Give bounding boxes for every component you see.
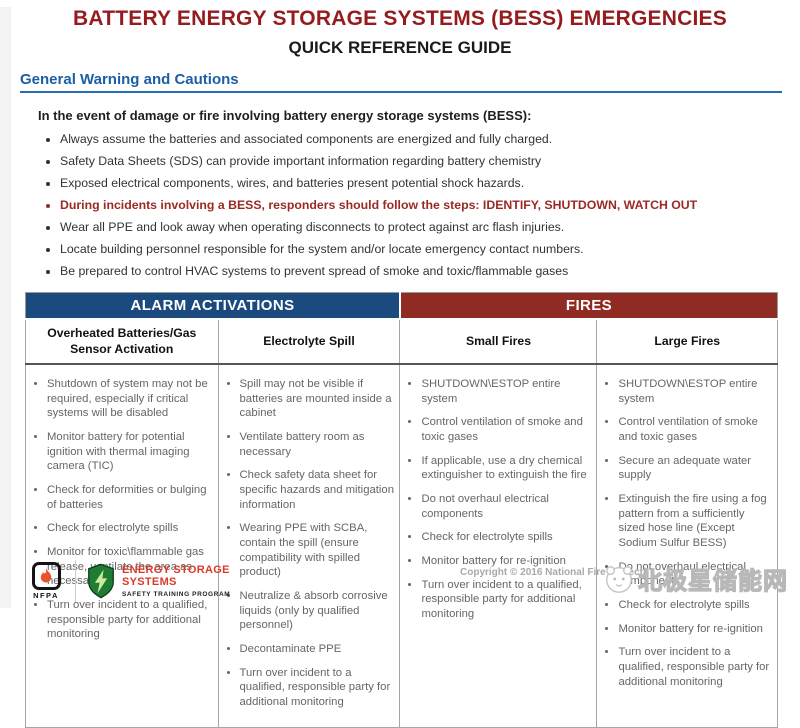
table-column-header: Overheated Batteries/Gas Sensor Activati… [25,319,219,365]
procedure-item: Monitor battery for re-ignition [618,622,772,637]
table-column-header: Small Fires [399,319,598,365]
warning-bullet: Always assume the batteries and associat… [60,132,800,147]
program-title-line1: ENERGY STORAGE [122,563,230,576]
reference-table: ALARM ACTIVATIONS FIRES Overheated Batter… [25,291,778,728]
procedure-item: Control ventilation of smoke and toxic g… [421,415,591,444]
program-subtitle: SAFETY TRAINING PROGRAM [122,591,231,599]
watermark: 北极星储能网 [603,561,788,596]
procedure-item: Turn over incident to a qualified, respo… [421,578,591,622]
procedure-item: Turn over incident to a qualified, respo… [618,645,772,689]
table-column-header: Large Fires [596,319,778,365]
procedure-item: Turn over incident to a qualified, respo… [240,666,395,710]
program-title-line2: SYSTEMS [122,576,177,588]
energy-storage-shield-icon [88,563,114,599]
table-cell: Shutdown of system may not be required, … [25,364,219,728]
procedure-item: If applicable, use a dry chemical exting… [421,454,591,483]
table-group-header: ALARM ACTIVATIONS [25,292,400,320]
page-subtitle: QUICK REFERENCE GUIDE [288,38,512,57]
procedure-item: Decontaminate PPE [240,642,395,657]
table-group-row: ALARM ACTIVATIONS FIRES [25,292,778,320]
section-heading: General Warning and Cautions [20,71,239,88]
procedure-item: Ventilate battery room as necessary [240,430,395,459]
table-cell: SHUTDOWN\ESTOP entire system Control vent… [399,364,598,728]
table-body-row: Shutdown of system may not be required, … [25,364,778,728]
program-title-block: ENERGY STORAGE SYSTEMS SAFETY TRAINING P… [122,564,230,598]
warnings-list: Always assume the batteries and associat… [46,132,800,279]
copyright-left-fragment: Copyright © 2016 National Fire Protecti [460,567,646,578]
procedure-item: Monitor battery for potential ignition w… [47,430,213,474]
warning-bullet: Safety Data Sheets (SDS) can provide imp… [60,154,800,169]
procedure-item: Secure an adequate water supply [618,454,772,483]
nfpa-logo: NFPA [28,562,64,600]
warnings-intro: In the event of damage or fire involving… [38,108,532,123]
nfpa-flame-icon [31,562,61,590]
procedure-item: Do not overhaul electrical components [618,560,772,589]
procedure-item: SHUTDOWN\ESTOP entire system [421,377,591,406]
procedure-item: Neutralize & absorb corrosive liquids (o… [240,589,395,633]
procedure-item: Check for electrolyte spills [618,598,772,613]
copyright-text: Copyright © 2016 National Fire Protecti r… [460,567,756,578]
reference-table-container: ALARM ACTIVATIONS FIRES Overheated Batter… [25,291,778,728]
nfpa-label: NFPA [33,591,59,600]
section-divider [20,91,782,93]
watermark-text: 北极星储能网 [637,567,788,595]
procedure-item: Spill may not be visible if batteries ar… [240,377,395,421]
footer-logos: NFPA ENERGY STORAGE SYSTEMS SAFETY TRAIN… [28,559,230,603]
warning-bullet: Exposed electrical components, wires, an… [60,176,800,191]
warning-bullet: During incidents involving a BESS, respo… [60,198,800,213]
table-group-header: FIRES [398,292,778,320]
procedure-item: Do not overhaul electrical components [421,492,591,521]
page-left-gutter [0,7,11,608]
warning-bullet: Locate building personnel responsible fo… [60,242,800,257]
procedure-item: Turn over incident to a qualified, respo… [47,598,213,642]
procedure-item: Check for deformities or bulging of batt… [47,483,213,512]
procedure-item: Check for electrolyte spills [47,521,213,536]
page-title: BATTERY ENERGY STORAGE SYSTEMS (BESS) EM… [73,7,727,30]
procedure-item: Check safety data sheet for specific haz… [240,468,395,512]
copyright-right-fragment: rg [745,567,756,578]
table-cell: SHUTDOWN\ESTOP entire system Control vent… [596,364,778,728]
table-cell: Spill may not be visible if batteries ar… [217,364,401,728]
table-column-header: Electrolyte Spill [217,319,401,365]
procedure-item: Shutdown of system may not be required, … [47,377,213,421]
watermark-mascot-icon [606,565,632,593]
procedure-item: Extinguish the fire using a fog pattern … [618,492,772,551]
procedure-item: Control ventilation of smoke and toxic g… [618,415,772,444]
warning-bullet: Be prepared to control HVAC systems to p… [60,264,800,279]
procedure-item: Check for electrolyte spills [421,530,591,545]
procedure-item: Monitor battery for re-ignition [421,554,591,569]
footer-divider [75,560,76,602]
procedure-item: Wearing PPE with SCBA, contain the spill… [240,521,395,580]
warning-bullet: Wear all PPE and look away when operatin… [60,220,800,235]
procedure-item: SHUTDOWN\ESTOP entire system [618,377,772,406]
table-subheader-row: Overheated Batteries/Gas Sensor Activati… [25,319,778,365]
